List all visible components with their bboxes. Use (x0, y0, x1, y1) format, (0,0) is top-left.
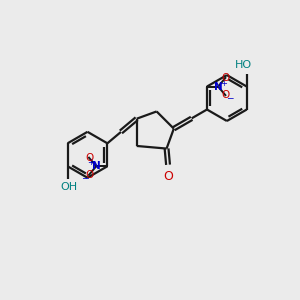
Text: OH: OH (61, 182, 78, 193)
Text: −: − (81, 173, 88, 182)
Text: N: N (92, 161, 100, 171)
Text: +: + (220, 79, 227, 88)
Text: −: − (226, 93, 233, 102)
Text: O: O (221, 73, 230, 83)
Text: O: O (163, 170, 173, 183)
Text: O: O (85, 153, 93, 163)
Text: N: N (214, 82, 223, 92)
Text: O: O (221, 90, 230, 100)
Text: O: O (85, 170, 93, 180)
Text: +: + (88, 158, 94, 167)
Text: HO: HO (235, 60, 252, 70)
